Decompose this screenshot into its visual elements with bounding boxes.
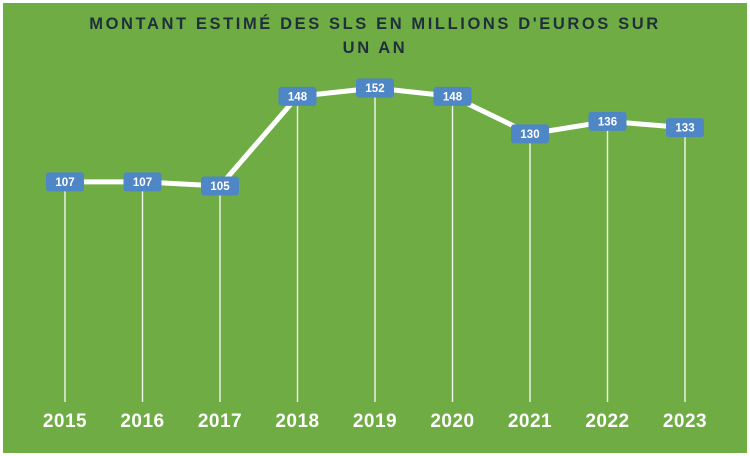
x-axis-label: 2023 bbox=[663, 411, 707, 432]
data-point-label-box bbox=[46, 172, 84, 192]
data-point-label: 148 bbox=[443, 91, 463, 103]
line-chart: 107 107 105 148 152 148 130 136 133 2015 2016 2017 2… bbox=[43, 78, 707, 432]
chart-title: MONTANT ESTIMÉ DES SLS EN MILLIONS D'EUR… bbox=[3, 13, 747, 61]
data-point-label-box bbox=[201, 176, 239, 196]
data-point-label: 136 bbox=[598, 116, 617, 128]
data-point-label-box bbox=[278, 86, 317, 106]
x-axis-label: 2020 bbox=[430, 411, 474, 432]
x-axis-label: 2021 bbox=[508, 411, 552, 432]
x-axis-label: 2015 bbox=[43, 411, 87, 432]
data-point-label: 107 bbox=[133, 177, 152, 189]
data-point-label: 105 bbox=[210, 181, 230, 193]
data-point-label-box bbox=[588, 111, 627, 131]
data-point-label: 152 bbox=[365, 83, 384, 95]
data-point-label-box bbox=[511, 124, 549, 144]
x-axis-label: 2016 bbox=[120, 411, 164, 432]
data-point-label-box bbox=[356, 78, 394, 98]
data-point-label-box bbox=[666, 118, 704, 138]
x-axis-label: 2022 bbox=[585, 411, 629, 432]
chart-title-line2: UN AN bbox=[342, 38, 408, 57]
data-point-label-box bbox=[433, 86, 472, 106]
data-point-label: 133 bbox=[675, 123, 694, 135]
x-axis-label: 2018 bbox=[275, 411, 319, 432]
data-point-label-box bbox=[123, 172, 162, 192]
chart-title-line1: MONTANT ESTIMÉ DES SLS EN MILLIONS D'EUR… bbox=[89, 15, 661, 33]
x-axis-label: 2017 bbox=[198, 411, 242, 432]
chart-container: MONTANT ESTIMÉ DES SLS EN MILLIONS D'EUR… bbox=[3, 3, 747, 453]
data-point-label: 148 bbox=[288, 91, 308, 103]
x-axis-label: 2019 bbox=[353, 411, 397, 432]
data-point-label: 107 bbox=[55, 177, 74, 189]
data-point-label: 130 bbox=[520, 129, 539, 141]
